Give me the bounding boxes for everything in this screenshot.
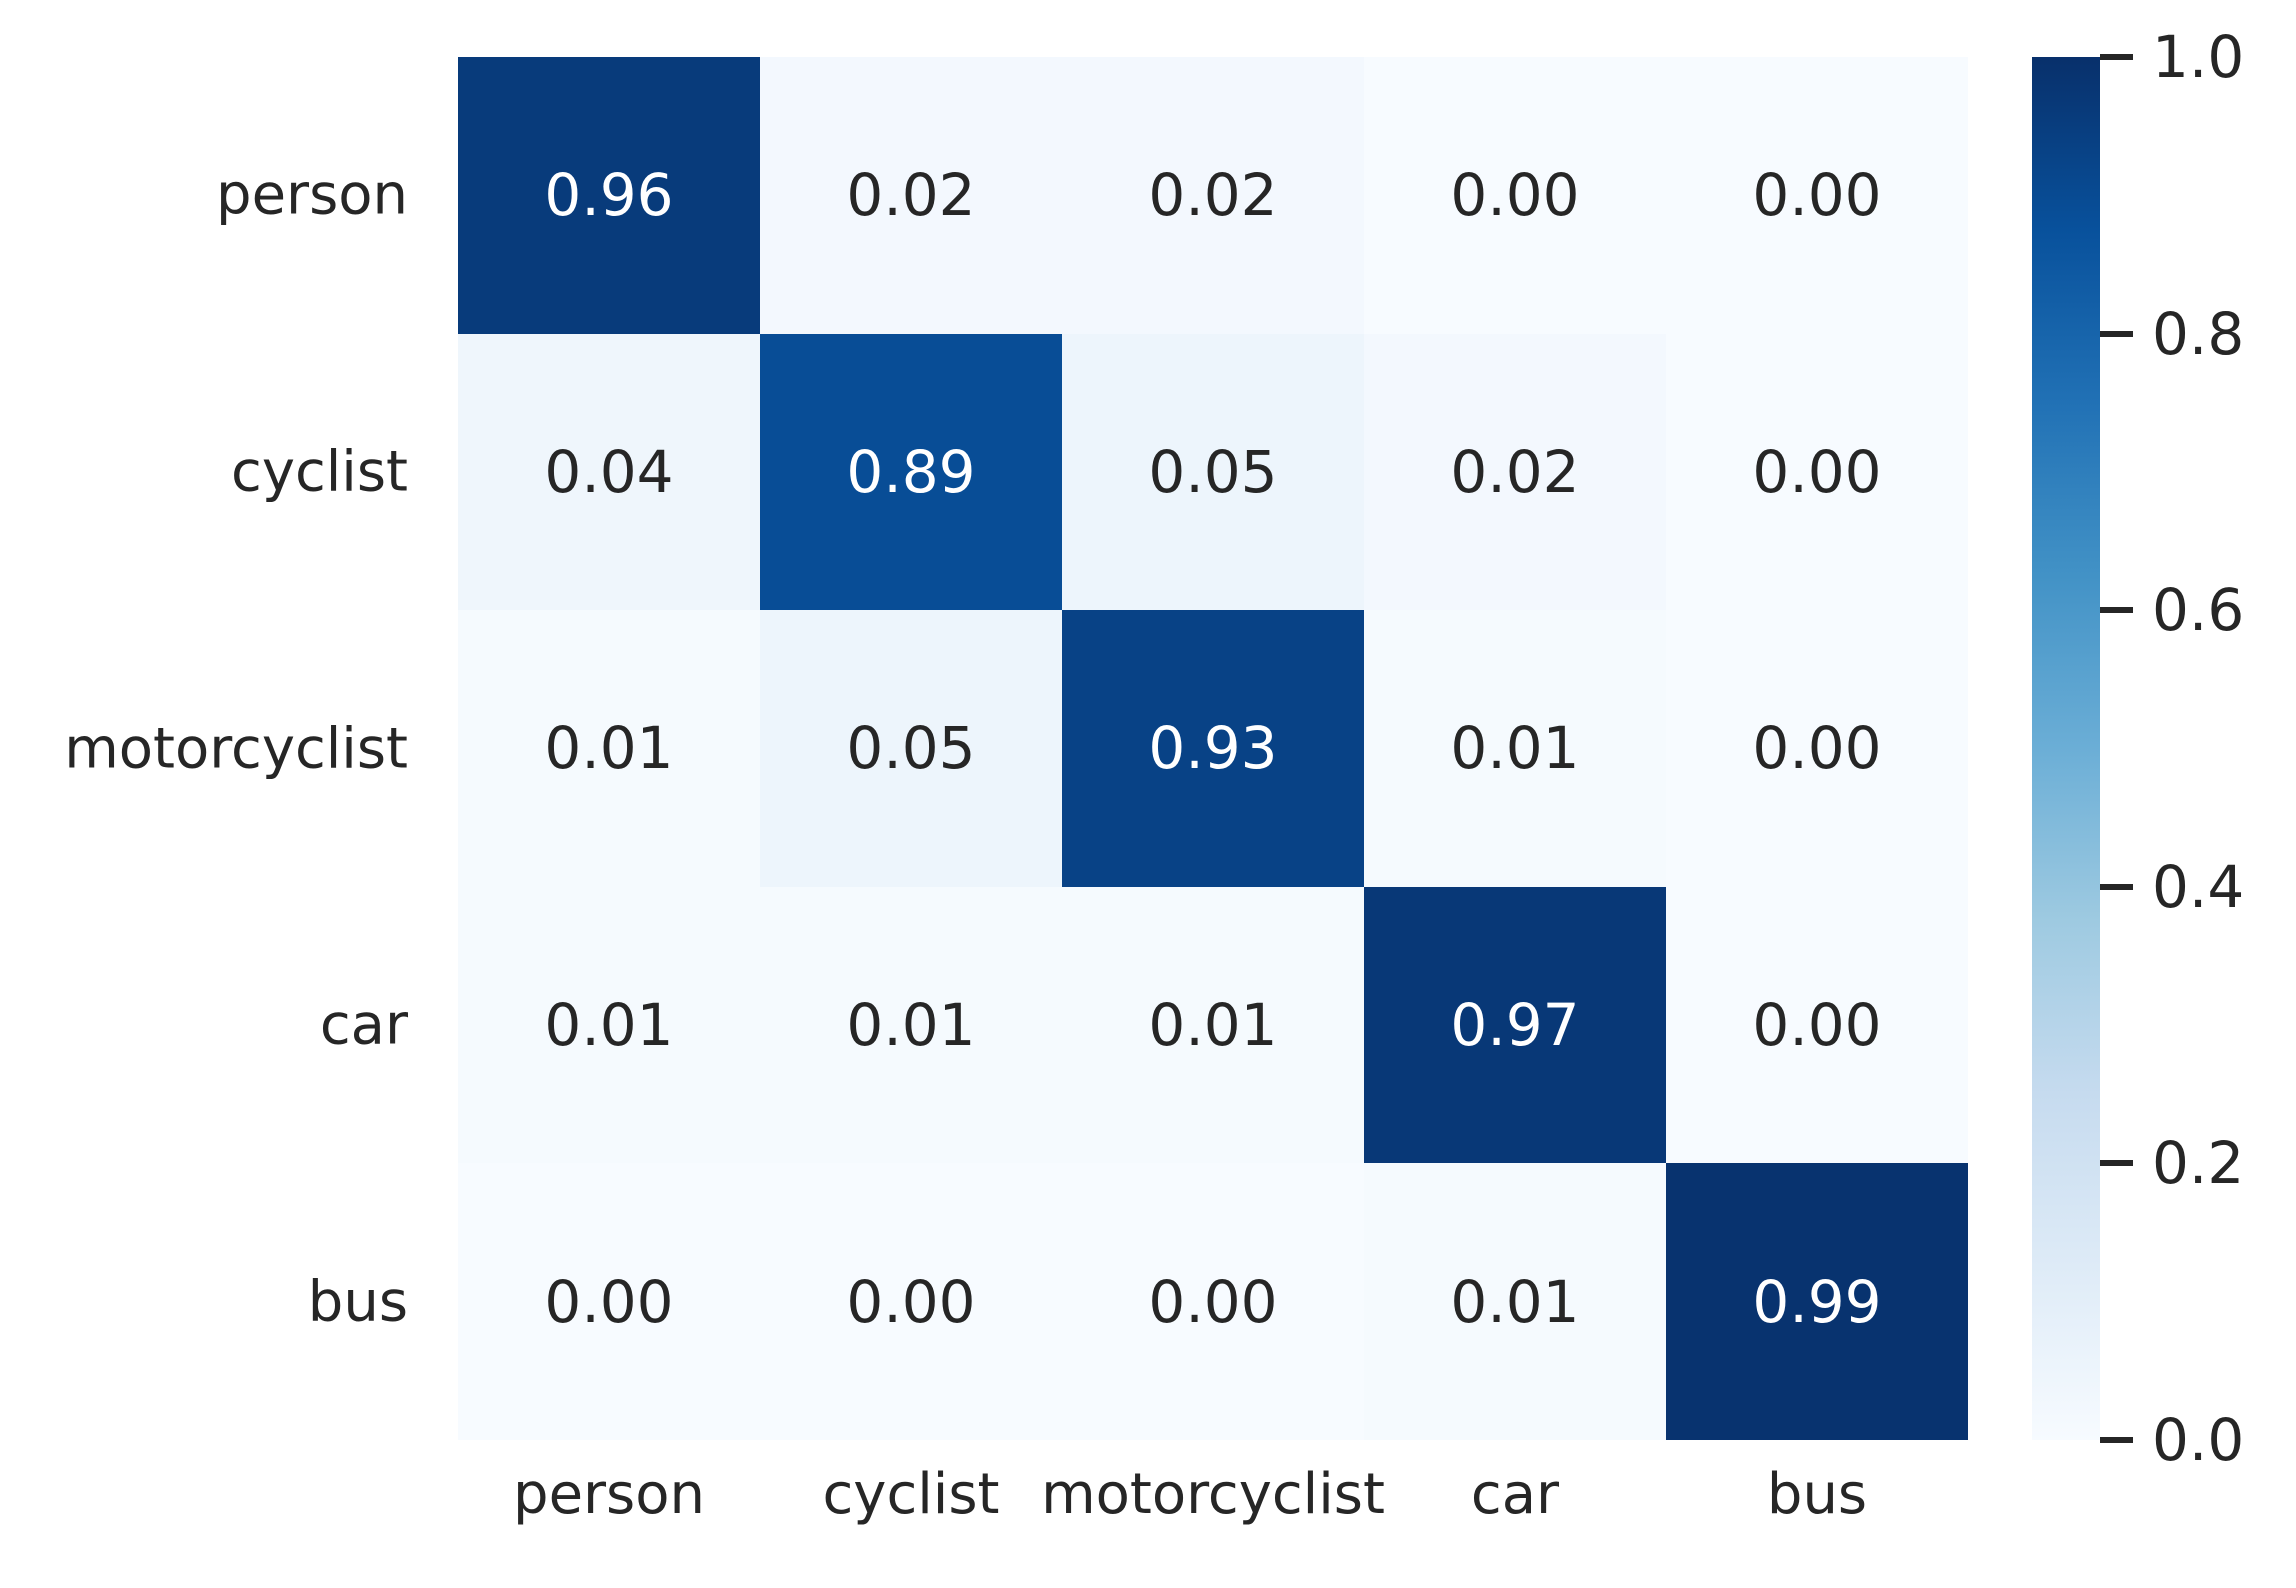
cell-value: 0.01 [1450, 714, 1580, 783]
cell-value: 0.89 [846, 437, 976, 506]
colorbar-gradient [2032, 57, 2100, 1440]
cell-value: 0.01 [846, 991, 976, 1060]
cell-value: 0.05 [846, 714, 976, 783]
cell-value: 0.00 [1752, 714, 1882, 783]
heatmap-cell: 0.93 [1062, 610, 1364, 887]
heatmap-cell: 0.00 [760, 1163, 1062, 1440]
cell-value: 0.00 [846, 1267, 976, 1336]
colorbar-tick-mark [2100, 54, 2133, 60]
cell-value: 0.97 [1450, 991, 1580, 1060]
heatmap-cell: 0.00 [458, 1163, 760, 1440]
heatmap-cell: 0.01 [1364, 610, 1666, 887]
cell-value: 0.00 [1148, 1267, 1278, 1336]
heatmap-cell: 0.02 [1062, 57, 1364, 334]
heatmap-grid: 0.96 0.02 0.02 0.00 0.00 0.04 0.89 0.05 0.02 0.00… [458, 57, 1968, 1440]
y-tick-label-car: car [319, 992, 408, 1058]
cell-value: 0.99 [1752, 1267, 1882, 1336]
heatmap-cell: 0.02 [1364, 333, 1666, 611]
cell-value: 0.00 [1450, 161, 1580, 230]
colorbar-tick-label: 1.0 [2152, 23, 2245, 91]
y-tick-label-cyclist: cyclist [231, 439, 408, 505]
colorbar-tick-label: 0.6 [2152, 576, 2245, 645]
heatmap-cell: 0.01 [458, 886, 760, 1164]
cell-value: 0.02 [1450, 437, 1580, 506]
cell-value: 0.00 [1752, 161, 1882, 230]
heatmap-cell: 0.01 [760, 886, 1062, 1164]
colorbar-tick-mark [2100, 883, 2133, 890]
heatmap-cell: 0.00 [1062, 1163, 1364, 1440]
heatmap-cell: 0.97 [1364, 886, 1666, 1164]
heatmap-cell: 0.02 [760, 57, 1062, 334]
cell-value: 0.02 [846, 161, 976, 230]
cell-value: 0.01 [544, 991, 674, 1060]
colorbar-tick-mark [2100, 1437, 2133, 1443]
cell-value: 0.02 [1148, 161, 1278, 230]
cell-value: 0.96 [544, 161, 674, 230]
colorbar-tick-label: 0.0 [2152, 1406, 2245, 1474]
heatmap-cell: 0.04 [458, 333, 760, 611]
x-tick-label-motorcyclist: motorcyclist [1041, 1462, 1385, 1527]
cell-value: 0.01 [544, 714, 674, 783]
colorbar-tick-label: 0.2 [2152, 1129, 2245, 1198]
colorbar-tick-mark [2100, 607, 2133, 614]
heatmap-cell: 0.99 [1666, 1163, 1968, 1440]
colorbar-tick-label: 0.8 [2152, 299, 2245, 368]
cell-value: 0.04 [544, 437, 674, 506]
cell-value: 0.93 [1148, 714, 1278, 783]
heatmap-cell: 0.00 [1666, 333, 1968, 611]
cell-value: 0.01 [1148, 991, 1278, 1060]
x-tick-label-cyclist: cyclist [822, 1462, 1000, 1527]
y-tick-label-bus: bus [307, 1269, 408, 1335]
x-tick-label-bus: bus [1766, 1462, 1868, 1527]
cell-value: 0.00 [544, 1267, 674, 1336]
y-tick-label-motorcyclist: motorcyclist [64, 716, 408, 781]
colorbar-tick-label: 0.4 [2152, 852, 2245, 921]
y-tick-label-person: person [216, 162, 408, 228]
cell-value: 0.00 [1752, 991, 1882, 1060]
colorbar-tick-mark [2100, 1160, 2133, 1167]
heatmap-cell: 0.00 [1364, 57, 1666, 334]
cell-value: 0.00 [1752, 437, 1882, 506]
heatmap-cell: 0.00 [1666, 886, 1968, 1164]
heatmap-cell: 0.05 [1062, 333, 1364, 611]
heatmap-cell: 0.01 [458, 610, 760, 887]
heatmap-cell: 0.01 [1062, 886, 1364, 1164]
heatmap-cell: 0.00 [1666, 610, 1968, 887]
heatmap-cell: 0.05 [760, 610, 1062, 887]
heatmap-cell: 0.89 [760, 333, 1062, 611]
cell-value: 0.01 [1450, 1267, 1580, 1336]
cell-value: 0.05 [1148, 437, 1278, 506]
x-tick-label-person: person [513, 1462, 705, 1527]
colorbar-tick-mark [2100, 330, 2133, 337]
heatmap-cell: 0.01 [1364, 1163, 1666, 1440]
heatmap-cell: 0.96 [458, 57, 760, 334]
heatmap-cell: 0.00 [1666, 57, 1968, 334]
x-tick-label-car: car [1470, 1462, 1560, 1527]
